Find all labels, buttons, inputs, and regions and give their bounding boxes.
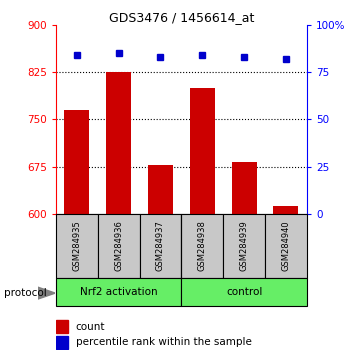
- Bar: [140, 214, 181, 278]
- Bar: [56, 320, 68, 333]
- Text: GSM284939: GSM284939: [240, 221, 249, 272]
- Bar: [56, 278, 181, 306]
- Bar: [190, 88, 215, 214]
- Bar: [273, 206, 299, 214]
- Bar: [181, 214, 223, 278]
- Text: Nrf2 activation: Nrf2 activation: [80, 287, 157, 297]
- Text: control: control: [226, 287, 262, 297]
- Bar: [232, 162, 257, 214]
- Polygon shape: [38, 287, 55, 299]
- Text: GSM284940: GSM284940: [282, 221, 291, 272]
- Text: GSM284937: GSM284937: [156, 221, 165, 272]
- Bar: [148, 165, 173, 214]
- Bar: [223, 214, 265, 278]
- Text: protocol: protocol: [4, 288, 46, 298]
- Bar: [64, 110, 90, 214]
- Bar: [56, 336, 68, 349]
- Text: GSM284938: GSM284938: [198, 221, 207, 272]
- Bar: [98, 214, 140, 278]
- Bar: [181, 278, 307, 306]
- Text: GSM284935: GSM284935: [72, 221, 81, 272]
- Title: GDS3476 / 1456614_at: GDS3476 / 1456614_at: [109, 11, 254, 24]
- Bar: [106, 72, 131, 214]
- Bar: [56, 214, 98, 278]
- Bar: [265, 214, 307, 278]
- Text: GSM284936: GSM284936: [114, 221, 123, 272]
- Text: percentile rank within the sample: percentile rank within the sample: [76, 337, 252, 348]
- Text: count: count: [76, 321, 105, 332]
